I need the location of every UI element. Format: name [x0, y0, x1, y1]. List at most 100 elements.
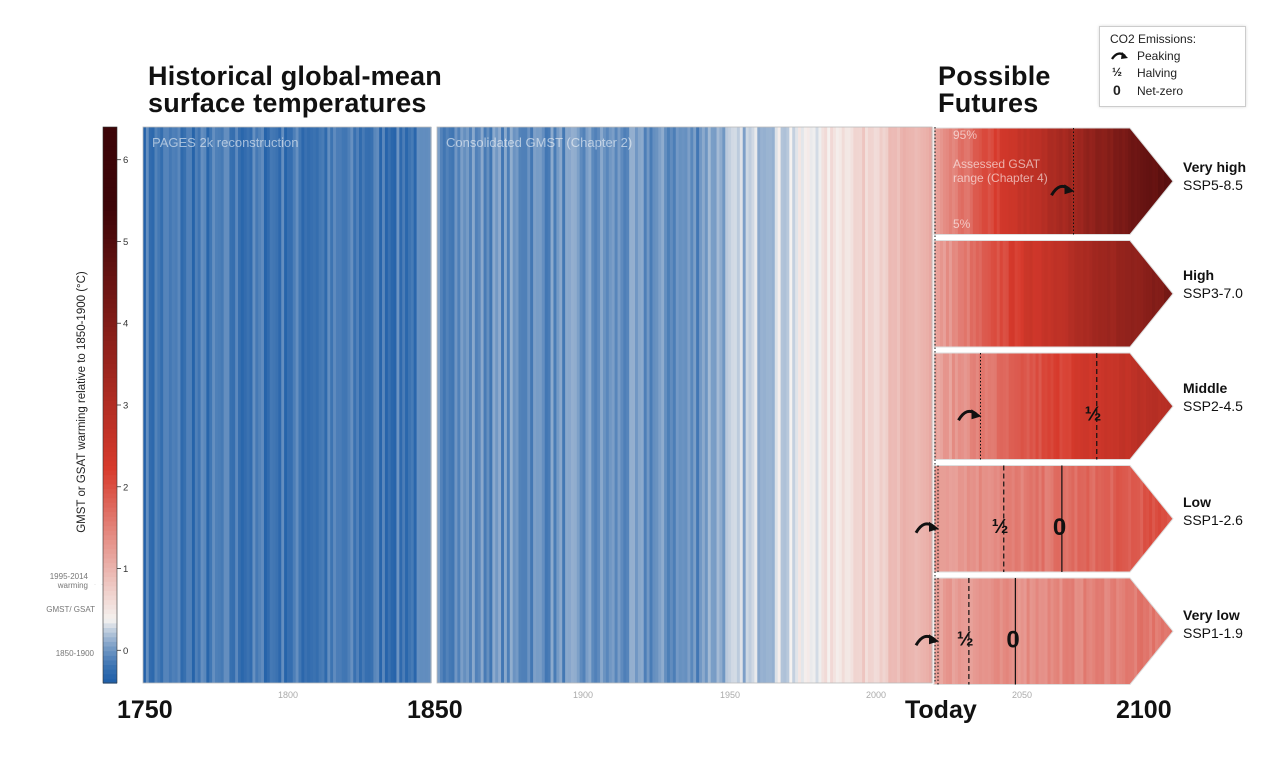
scenario-stripe: [1017, 240, 1022, 347]
scenario-stripe: [1101, 578, 1106, 685]
colorbar-segment: [103, 455, 117, 462]
stripe-consolidated: [830, 127, 834, 683]
scenario-stripe: [939, 578, 944, 685]
colorbar-segment: [103, 395, 117, 401]
stripe-consolidated: [742, 127, 747, 683]
scenario-stripe: [1068, 240, 1073, 347]
stripe-consolidated: [521, 127, 525, 683]
colorbar-segment: [103, 553, 117, 559]
scenario-stripe: [1071, 578, 1076, 685]
peaking-arrowhead: [929, 634, 939, 645]
stripe-consolidated: [649, 127, 654, 683]
stripe-consolidated: [687, 127, 691, 683]
scenario-stripe: [966, 578, 971, 685]
colorbar-segment: [103, 493, 117, 499]
scenario-stripe: [1170, 353, 1173, 460]
scenario-stripe: [987, 240, 992, 347]
scenario-stripe: [1140, 578, 1144, 685]
scenario-stripe: [1101, 240, 1106, 347]
stripe-consolidated: [824, 127, 828, 683]
scenario-stripe: [1104, 578, 1109, 685]
scenario-stripe: [1122, 240, 1126, 347]
stripe-pages2k: [168, 127, 173, 683]
colorbar-tick-label: 6: [123, 155, 128, 166]
scenario-stripe: [1032, 128, 1037, 235]
stripe-consolidated: [562, 127, 566, 683]
scenario-stripe: [993, 128, 998, 235]
stripe-pages2k: [312, 127, 317, 683]
scenario-stripe: [936, 240, 941, 347]
scenario-stripe: [1125, 465, 1129, 572]
stripe-consolidated: [722, 127, 726, 683]
stripe-pages2k: [387, 127, 392, 683]
scenario-stripes: [934, 240, 1173, 347]
scenario-stripe: [1164, 578, 1168, 685]
scenario-stripe: [993, 465, 998, 572]
scenario-stripe: [942, 465, 947, 572]
scenario-stripe: [1158, 128, 1162, 235]
scenario-stripe: [996, 465, 1001, 572]
x-tick-1800: 1800: [278, 690, 299, 700]
scenario-stripe: [1095, 353, 1100, 460]
stripe-consolidated: [859, 127, 863, 683]
assessed-gsat-label: Assessed GSAT range (Chapter 4): [953, 157, 1048, 185]
scenario-stripe: [1107, 240, 1112, 347]
stripe-consolidated: [669, 127, 674, 683]
annotation-gmst-gsat: GMST/ GSAT: [46, 605, 95, 614]
stripe-consolidated: [573, 127, 578, 683]
colorbar-segment: [103, 391, 117, 397]
scenario-stripe: [1089, 240, 1094, 347]
stripe-consolidated: [783, 127, 788, 683]
scenario-stripe: [1107, 578, 1112, 685]
peaking-arrowhead: [971, 409, 982, 420]
colorbar-segment: [103, 242, 117, 249]
scenario-arrow-frame: [933, 240, 1174, 348]
scenario-stripe: [1086, 240, 1091, 347]
stripe-consolidated: [451, 127, 456, 683]
scenario-stripe: [1014, 353, 1019, 460]
stripe-pages2k: [269, 127, 274, 683]
stripe-consolidated: [437, 127, 441, 683]
scenario-stripe: [963, 578, 968, 685]
stripe-consolidated: [605, 127, 610, 683]
scenario-stripe: [1116, 240, 1121, 347]
colorbar-segment: [103, 613, 117, 619]
scenario-stripe: [1008, 240, 1013, 347]
stripe-consolidated: [553, 127, 557, 683]
scenario-stripe: [990, 128, 995, 235]
scenario-stripe: [1002, 578, 1007, 685]
stripe-pages2k: [261, 127, 265, 683]
scenario-stripe: [1044, 578, 1049, 685]
stripe-consolidated: [763, 127, 767, 683]
scenario-stripe: [966, 128, 971, 235]
scenario-stripe: [936, 465, 941, 572]
stripe-pages2k: [318, 127, 323, 683]
stripe-consolidated: [701, 127, 706, 683]
stripe-consolidated: [873, 127, 878, 683]
scenario-stripe: [1083, 240, 1088, 347]
scenario-stripe: [966, 240, 971, 347]
colorbar-segment: [103, 423, 117, 429]
stripe-consolidated: [736, 127, 741, 683]
assessed-95-label: 95%: [953, 128, 978, 142]
stripe-consolidated: [760, 127, 764, 683]
stripe-consolidated: [541, 127, 546, 683]
scenario-stripe: [1092, 578, 1097, 685]
x-label-2100: 2100: [1116, 696, 1172, 724]
scenario-stripe: [1083, 353, 1088, 460]
stripe-consolidated: [809, 127, 814, 683]
stripe-consolidated: [620, 127, 624, 683]
scenario-stripe: [1014, 240, 1019, 347]
scenario-stripe: [981, 578, 986, 685]
scenario-stripe: [1074, 128, 1079, 235]
scenario-stripe: [948, 353, 953, 460]
scenario-stripe: [1029, 465, 1034, 572]
peaking-arrowhead: [1064, 184, 1075, 195]
x-label-1850: 1850: [407, 696, 463, 724]
scenario-stripe: [1134, 353, 1138, 460]
stripe-consolidated: [538, 127, 543, 683]
scenario-stripe: [1134, 465, 1138, 572]
scenario-stripe: [963, 353, 968, 460]
stripe-pages2k: [206, 127, 210, 683]
scenario-stripe: [1083, 128, 1088, 235]
